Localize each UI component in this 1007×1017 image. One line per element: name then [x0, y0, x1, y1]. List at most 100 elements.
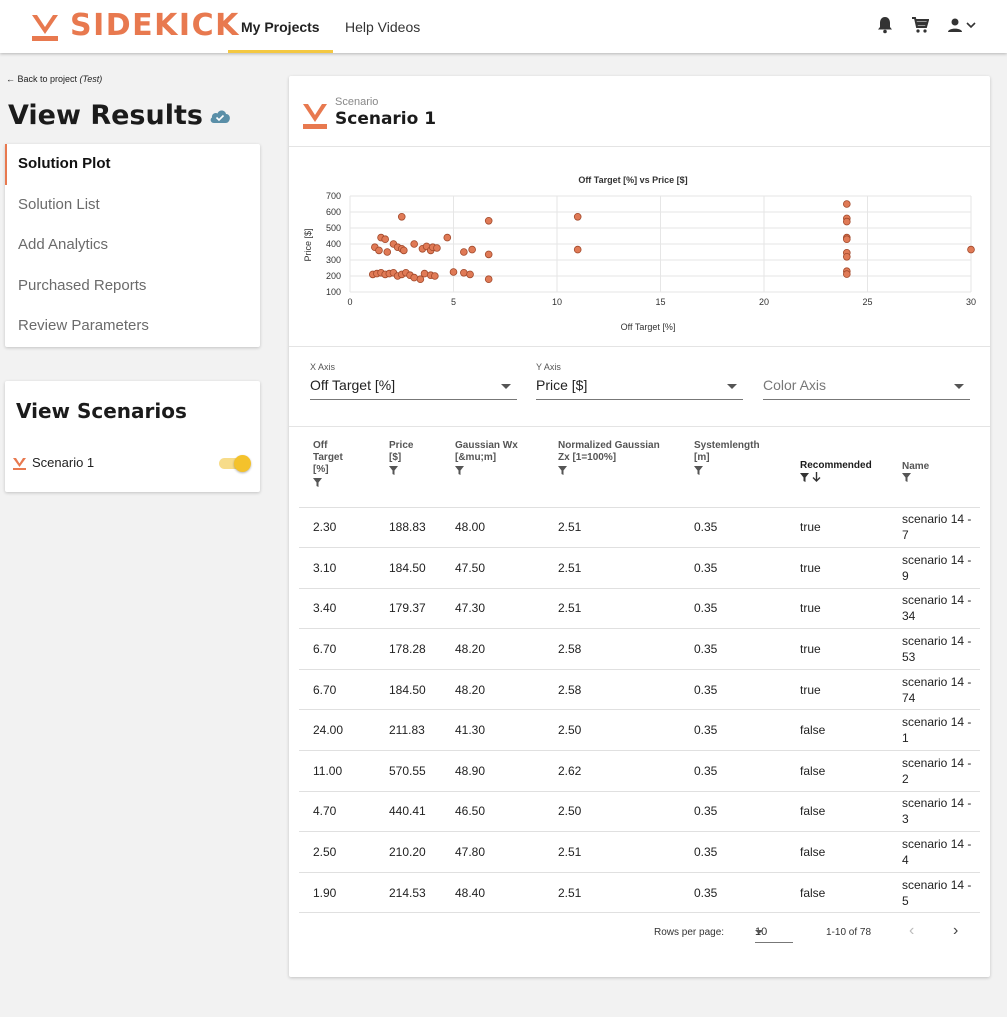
- chart-data-point[interactable]: [433, 244, 441, 252]
- chart-x-tick-label: 0: [347, 297, 352, 307]
- cart-icon[interactable]: [911, 16, 929, 34]
- logo[interactable]: SIDEKICK: [30, 8, 240, 43]
- x-axis-select[interactable]: X Axis Off Target [%]: [310, 362, 517, 400]
- scenario-toggle[interactable]: [219, 455, 251, 472]
- rows-per-page-select[interactable]: 10: [755, 921, 793, 943]
- chart-data-point[interactable]: [573, 212, 582, 221]
- chart-data-point[interactable]: [967, 245, 975, 254]
- table-row[interactable]: 3.10 184.50 47.50 2.51 0.35 true scenario 14 -…: [299, 547, 980, 589]
- chart-data-point[interactable]: [468, 245, 476, 254]
- cell-gaussian-wx: 47.80: [441, 831, 544, 873]
- view-scenarios-panel: View Scenarios Scenario 1: [5, 381, 260, 492]
- bell-icon[interactable]: [877, 16, 893, 34]
- filter-icon[interactable]: [313, 478, 322, 487]
- next-page-button[interactable]: ›: [953, 922, 959, 939]
- menu-item-purchased-reports[interactable]: Purchased Reports: [18, 276, 147, 294]
- filter-icon[interactable]: [902, 472, 911, 482]
- pagination: Rows per page: 10 1-10 of 78 ‹ ›: [289, 921, 990, 947]
- chart-data-point[interactable]: [842, 200, 851, 208]
- cell-systemlength: 0.35: [680, 750, 786, 792]
- chart-data-point[interactable]: [375, 246, 383, 255]
- nav-tab-help-videos[interactable]: Help Videos: [345, 19, 421, 35]
- column-header-gaussian-wx[interactable]: Gaussian Wx [&mu;m]: [441, 434, 544, 508]
- chart-data-point[interactable]: [449, 268, 458, 276]
- cell-name: scenario 14 - 34: [888, 588, 980, 630]
- chart-data-point[interactable]: [842, 217, 851, 226]
- results-menu: Solution Plot Solution List Add Analytic…: [5, 144, 260, 347]
- chart-data-point[interactable]: [484, 275, 493, 283]
- menu-item-add-analytics[interactable]: Add Analytics: [18, 236, 109, 254]
- chart-data-point[interactable]: [400, 246, 408, 255]
- color-axis-select-placeholder: Color Axis: [763, 377, 827, 393]
- cell-name: scenario 14 - 7: [888, 507, 980, 549]
- filter-icon[interactable]: [389, 466, 398, 475]
- table-row[interactable]: 6.70 184.50 48.20 2.58 0.35 true scenario 14 -…: [299, 669, 980, 711]
- cell-normalized-gaussian: 2.51: [544, 588, 680, 630]
- filter-icon[interactable]: [800, 473, 809, 483]
- cell-systemlength: 0.35: [680, 547, 786, 589]
- chart-data-point[interactable]: [573, 245, 582, 254]
- cell-price: 184.50: [375, 547, 441, 589]
- table-row[interactable]: 11.00 570.55 48.90 2.62 0.35 false scenario 14…: [299, 750, 980, 792]
- menu-item-solution-list[interactable]: Solution List: [18, 195, 100, 213]
- toggle-knob: [234, 455, 251, 472]
- column-header-normalized-gaussian[interactable]: Normalized Gaussian Zx [1=100%]: [544, 434, 680, 508]
- cell-gaussian-wx: 48.40: [441, 872, 544, 914]
- column-header-price[interactable]: Price [$]: [375, 434, 441, 508]
- chart-y-tick-label: 200: [326, 271, 341, 281]
- nav-tab-my-projects[interactable]: My Projects: [228, 0, 333, 53]
- menu-item-review-parameters[interactable]: Review Parameters: [18, 317, 149, 335]
- cell-normalized-gaussian: 2.51: [544, 872, 680, 914]
- chart-data-point[interactable]: [466, 270, 474, 279]
- table-row[interactable]: 6.70 178.28 48.20 2.58 0.35 true scenario 14 -…: [299, 628, 980, 670]
- back-link-project: (Test): [79, 74, 103, 84]
- chart-data-point[interactable]: [381, 235, 389, 243]
- chart-data-point[interactable]: [383, 248, 392, 256]
- column-header-name[interactable]: Name: [888, 434, 980, 508]
- cell-normalized-gaussian: 2.58: [544, 628, 680, 670]
- back-to-project-link[interactable]: ← Back to project (Test): [6, 74, 102, 84]
- cell-recommended: true: [786, 588, 888, 630]
- page-title-text: View Results: [8, 100, 203, 131]
- column-header-off-target[interactable]: Off Target [%]: [299, 434, 375, 508]
- table-row[interactable]: 1.90 214.53 48.40 2.51 0.35 false scenario 14 …: [299, 872, 980, 914]
- chart-data-point[interactable]: [842, 253, 851, 261]
- scenario-name: Scenario 1: [32, 455, 95, 470]
- chart-data-point[interactable]: [484, 216, 493, 225]
- chart-data-point[interactable]: [460, 248, 468, 256]
- table-row[interactable]: 4.70 440.41 46.50 2.50 0.35 false scenario 14 …: [299, 791, 980, 833]
- chart-data-point[interactable]: [420, 269, 429, 278]
- filter-icon[interactable]: [455, 466, 464, 475]
- chart-data-point[interactable]: [460, 269, 468, 277]
- filter-icon[interactable]: [558, 466, 567, 475]
- column-header-recommended[interactable]: Recommended: [786, 434, 888, 508]
- user-menu-icon[interactable]: [947, 16, 977, 34]
- chevron-down-icon: [501, 384, 511, 389]
- table-row[interactable]: 2.50 210.20 47.80 2.51 0.35 false scenario 14 …: [299, 831, 980, 873]
- chart-y-axis-label: Price [$]: [303, 228, 313, 261]
- chart-data-point[interactable]: [443, 233, 452, 242]
- chart-data-point[interactable]: [397, 212, 406, 221]
- chart-data-point[interactable]: [842, 235, 851, 243]
- cell-off-target: 6.70: [299, 628, 375, 670]
- chart-data-point[interactable]: [431, 272, 439, 280]
- chart-x-tick-label: 20: [759, 297, 769, 307]
- chart-data-point[interactable]: [842, 270, 851, 278]
- column-header-systemlength[interactable]: Systemlength [m]: [680, 434, 786, 508]
- menu-item-solution-plot[interactable]: Solution Plot: [5, 144, 260, 185]
- chart-data-point[interactable]: [484, 250, 493, 259]
- chart-data-point[interactable]: [416, 275, 425, 283]
- chart-data-point[interactable]: [410, 240, 418, 248]
- back-link-text: ← Back to project: [6, 74, 80, 84]
- sort-descending-arrow-icon[interactable]: [812, 472, 821, 483]
- cell-normalized-gaussian: 2.51: [544, 547, 680, 589]
- color-axis-select[interactable]: Color Axis: [763, 362, 970, 400]
- table-row[interactable]: 24.00 211.83 41.30 2.50 0.35 false scenario 14…: [299, 709, 980, 752]
- chart-data-point[interactable]: [410, 273, 418, 282]
- cell-price: 178.28: [375, 628, 441, 670]
- y-axis-select[interactable]: Y Axis Price [$]: [536, 362, 743, 400]
- filter-icon[interactable]: [694, 466, 703, 475]
- table-row[interactable]: 2.30 188.83 48.00 2.51 0.35 true scenario 14 -…: [299, 507, 980, 549]
- table-row[interactable]: 3.40 179.37 47.30 2.51 0.35 true scenario 14 -…: [299, 588, 980, 630]
- previous-page-button[interactable]: ‹: [909, 922, 915, 939]
